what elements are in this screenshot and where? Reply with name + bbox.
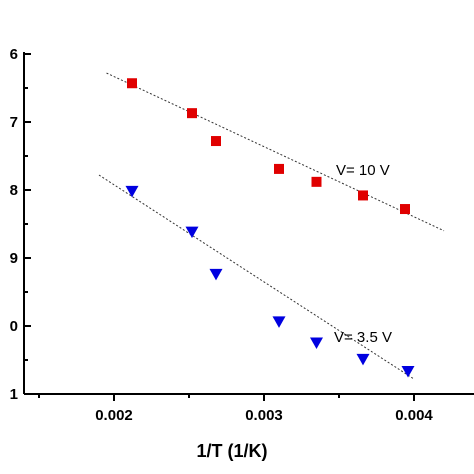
data-point-square	[274, 163, 284, 174]
y-tick-label: 9	[10, 250, 18, 267]
data-point-triangle	[310, 337, 323, 349]
data-points	[125, 78, 415, 378]
data-point-triangle	[401, 366, 415, 378]
data-point-square	[211, 136, 221, 147]
fit-line-0	[106, 72, 445, 232]
y-tick-label: 0	[10, 318, 18, 335]
y-tick-label: 6	[10, 46, 18, 63]
data-point-square	[358, 190, 368, 201]
fit-lines	[98, 72, 445, 380]
data-point-square	[127, 78, 137, 89]
data-point-square	[311, 176, 322, 187]
data-point-triangle	[209, 268, 223, 281]
data-point-square	[400, 204, 410, 215]
y-tick-label: 7	[10, 114, 18, 131]
data-point-triangle	[272, 316, 286, 328]
fit-line-1	[98, 174, 415, 380]
series-label-10v: V= 10 V	[336, 162, 390, 179]
y-tick-label: 1	[10, 386, 18, 403]
data-point-triangle	[125, 185, 139, 198]
data-point-triangle	[185, 226, 199, 239]
x-tick-label: 0.002	[95, 407, 133, 424]
x-tick-label: 0.004	[395, 407, 433, 424]
series-label-3-5v: V= 3.5 V	[334, 329, 392, 346]
data-point-triangle	[356, 353, 370, 366]
data-point-square	[187, 108, 197, 119]
x-tick-label: 0.003	[245, 407, 283, 424]
x-axis-title: 1/T (1/K)	[196, 441, 267, 461]
y-tick-label: 8	[10, 182, 18, 199]
